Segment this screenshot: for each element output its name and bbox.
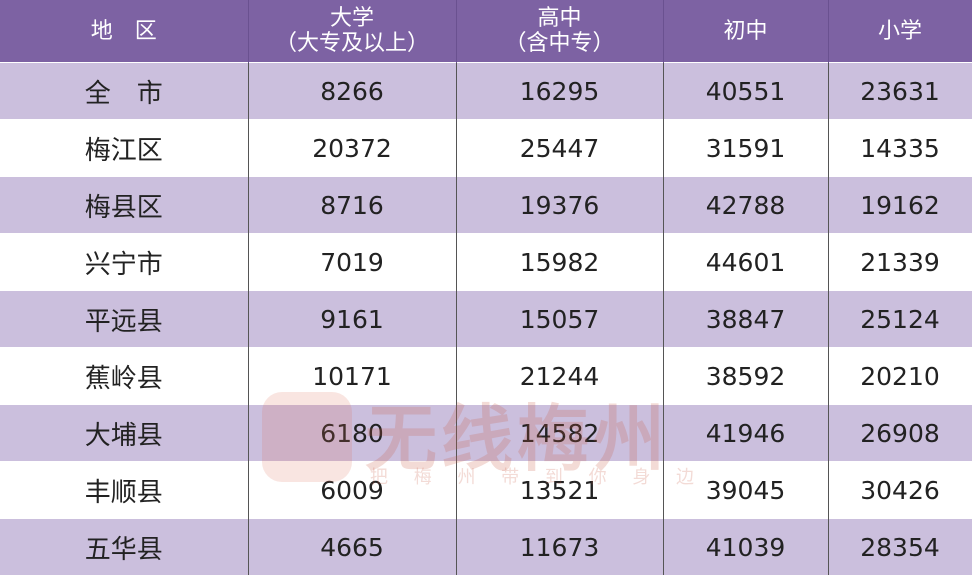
value-cell: 38847: [663, 291, 828, 348]
value-cell: 16295: [456, 63, 663, 120]
value-cell: 19376: [456, 177, 663, 234]
header-text: 小学: [830, 19, 971, 44]
value-cell: 11673: [456, 519, 663, 575]
region-cell: 丰顺县: [0, 462, 248, 519]
region-cell: 平远县: [0, 291, 248, 348]
value-cell: 31591: [663, 120, 828, 177]
region-cell: 梅县区: [0, 177, 248, 234]
header-cell: 地 区: [0, 0, 248, 63]
value-cell: 21339: [828, 234, 972, 291]
value-cell: 30426: [828, 462, 972, 519]
value-cell: 19162: [828, 177, 972, 234]
value-cell: 4665: [248, 519, 456, 575]
region-cell: 梅江区: [0, 120, 248, 177]
value-cell: 14582: [456, 405, 663, 462]
header-text: 大学: [250, 6, 455, 31]
value-cell: 23631: [828, 63, 972, 120]
value-cell: 28354: [828, 519, 972, 575]
value-cell: 15982: [456, 234, 663, 291]
region-cell: 大埔县: [0, 405, 248, 462]
region-cell: 兴宁市: [0, 234, 248, 291]
value-cell: 14335: [828, 120, 972, 177]
region-cell: 全 市: [0, 63, 248, 120]
value-cell: 25124: [828, 291, 972, 348]
table-header: 地 区大学（大专及以上）高中（含中专）初中小学: [0, 0, 972, 63]
value-cell: 41946: [663, 405, 828, 462]
region-cell: 五华县: [0, 519, 248, 575]
header-cell: 高中（含中专）: [456, 0, 663, 63]
value-cell: 44601: [663, 234, 828, 291]
value-cell: 8266: [248, 63, 456, 120]
value-cell: 38592: [663, 348, 828, 405]
value-cell: 20372: [248, 120, 456, 177]
watermark-logo: [262, 392, 352, 482]
header-text: 地 区: [1, 19, 247, 44]
header-row: 地 区大学（大专及以上）高中（含中专）初中小学: [0, 0, 972, 63]
value-cell: 39045: [663, 462, 828, 519]
header-text: （含中专）: [458, 31, 662, 56]
value-cell: 26908: [828, 405, 972, 462]
value-cell: 40551: [663, 63, 828, 120]
header-text: （大专及以上）: [250, 31, 455, 56]
value-cell: 25447: [456, 120, 663, 177]
value-cell: 8716: [248, 177, 456, 234]
header-cell: 初中: [663, 0, 828, 63]
value-cell: 20210: [828, 348, 972, 405]
value-cell: 42788: [663, 177, 828, 234]
header-text: 初中: [665, 19, 827, 44]
value-cell: 7019: [248, 234, 456, 291]
value-cell: 13521: [456, 462, 663, 519]
value-cell: 9161: [248, 291, 456, 348]
header-cell: 大学（大专及以上）: [248, 0, 456, 63]
header-text: 高中: [458, 6, 662, 31]
value-cell: 41039: [663, 519, 828, 575]
region-cell: 蕉岭县: [0, 348, 248, 405]
value-cell: 21244: [456, 348, 663, 405]
header-cell: 小学: [828, 0, 972, 63]
value-cell: 15057: [456, 291, 663, 348]
